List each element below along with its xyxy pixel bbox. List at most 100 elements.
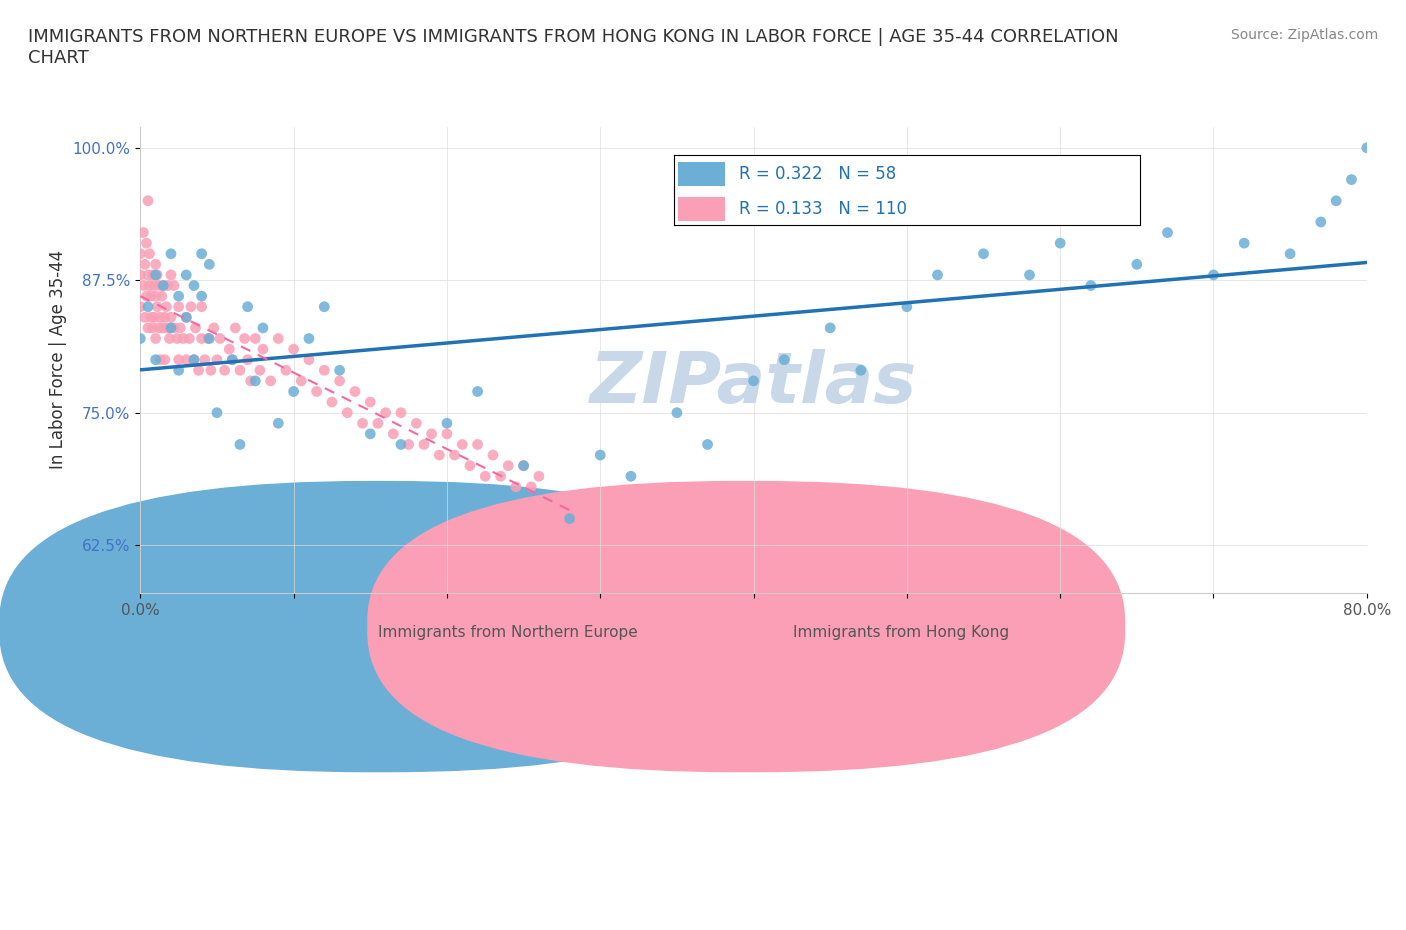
Point [134, 257, 156, 272]
Point [558, 512, 581, 526]
Point [183, 352, 205, 367]
Point [160, 268, 183, 283]
Text: Immigrants from Northern Europe: Immigrants from Northern Europe [378, 626, 638, 641]
Point [176, 310, 198, 325]
Point [305, 384, 328, 399]
Point [180, 299, 202, 314]
Point [259, 374, 281, 389]
Point [436, 427, 458, 442]
Point [146, 268, 169, 283]
Point [205, 352, 228, 367]
Point [132, 278, 155, 293]
Point [190, 246, 212, 261]
Point [589, 447, 612, 462]
Point [160, 246, 183, 261]
Point [427, 447, 450, 462]
FancyBboxPatch shape [0, 481, 758, 772]
Point [156, 321, 179, 336]
Point [239, 374, 262, 389]
Point [298, 331, 321, 346]
Point [1340, 172, 1362, 187]
Point [176, 352, 198, 367]
Point [1355, 140, 1378, 155]
Point [382, 427, 405, 442]
Point [451, 437, 474, 452]
Point [183, 278, 205, 293]
Text: Immigrants from Hong Kong: Immigrants from Hong Kong [793, 626, 1008, 641]
Text: ZIPatlas: ZIPatlas [591, 349, 917, 418]
Point [149, 310, 172, 325]
Point [329, 363, 352, 378]
Point [1126, 257, 1149, 272]
Point [190, 288, 212, 303]
Point [138, 278, 160, 293]
Point [142, 321, 165, 336]
Point [134, 310, 156, 325]
Point [405, 479, 427, 494]
Point [145, 331, 167, 346]
Point [696, 437, 718, 452]
Point [224, 321, 246, 336]
Point [202, 321, 225, 336]
Point [1279, 246, 1302, 261]
Point [167, 352, 190, 367]
Point [167, 288, 190, 303]
Point [229, 437, 252, 452]
Point [166, 331, 188, 346]
Point [198, 257, 221, 272]
Point [352, 416, 374, 431]
Point [467, 384, 489, 399]
Point [139, 310, 162, 325]
Point [236, 352, 259, 367]
Point [145, 257, 167, 272]
Point [405, 416, 427, 431]
Point [482, 447, 505, 462]
Point [156, 278, 179, 293]
Point [136, 299, 159, 314]
Point [973, 246, 995, 261]
Point [620, 469, 643, 484]
Point [155, 299, 177, 314]
Point [343, 384, 366, 399]
Point [150, 288, 173, 303]
Point [505, 479, 527, 494]
Point [1324, 193, 1347, 208]
Point [283, 341, 305, 356]
Point [267, 331, 290, 346]
Point [359, 427, 381, 442]
Point [146, 299, 169, 314]
Point [474, 469, 496, 484]
Point [398, 437, 420, 452]
Point [214, 363, 236, 378]
Text: IMMIGRANTS FROM NORTHERN EUROPE VS IMMIGRANTS FROM HONG KONG IN LABOR FORCE | AG: IMMIGRANTS FROM NORTHERN EUROPE VS IMMIG… [28, 28, 1119, 67]
Point [896, 299, 918, 314]
Point [252, 341, 274, 356]
Point [190, 299, 212, 314]
Point [359, 394, 381, 409]
Point [1049, 235, 1071, 250]
Point [145, 352, 167, 367]
Point [218, 341, 240, 356]
Point [132, 225, 155, 240]
Point [290, 374, 312, 389]
Point [163, 278, 186, 293]
Point [208, 331, 231, 346]
Point [233, 331, 256, 346]
Point [197, 331, 219, 346]
Point [927, 268, 949, 283]
Point [160, 310, 183, 325]
FancyBboxPatch shape [367, 481, 1125, 772]
Point [152, 278, 174, 293]
Point [229, 363, 252, 378]
Point [190, 331, 212, 346]
Point [143, 310, 166, 325]
Point [200, 363, 222, 378]
Point [245, 331, 267, 346]
Point [267, 416, 290, 431]
Point [496, 458, 519, 473]
Point [183, 352, 205, 367]
Point [245, 374, 267, 389]
Point [129, 246, 152, 261]
Y-axis label: In Labor Force | Age 35-44: In Labor Force | Age 35-44 [49, 250, 67, 470]
Point [136, 268, 159, 283]
